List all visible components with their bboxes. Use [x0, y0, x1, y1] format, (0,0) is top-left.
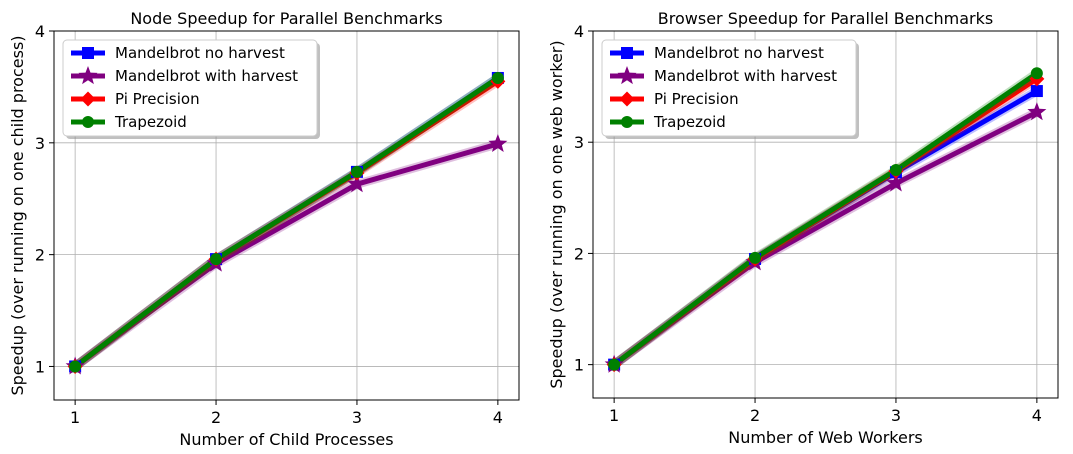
- legend-marker: [619, 91, 635, 107]
- node-speedup-chart: 1 2 3 4 1 2 3 4 Node Speedup for Parallel Benchm…: [8, 9, 520, 449]
- data-point: [69, 360, 82, 373]
- data-point: [491, 71, 504, 84]
- legend-marker: [621, 116, 633, 128]
- y-tick-label: 2: [35, 246, 45, 265]
- legend-box: [601, 39, 857, 137]
- browser-speedup-chart: 1 2 3 4 1 2 3 4 Browser Speedup for Parallel Ben…: [547, 9, 1059, 447]
- axes-frame: [53, 30, 520, 401]
- legend-marker: [82, 47, 94, 59]
- x-tick-label: 2: [750, 406, 760, 425]
- axes-frame: [592, 30, 1059, 399]
- data-point: [350, 165, 363, 178]
- x-tick-label: 2: [211, 408, 221, 427]
- data-point: [889, 164, 902, 177]
- legend-label: Trapezoid: [653, 113, 726, 131]
- data-point: [210, 253, 223, 266]
- chart-title: Browser Speedup for Parallel Benchmarks: [658, 9, 993, 28]
- data-point: [749, 251, 762, 264]
- y-tick-label: 4: [35, 22, 45, 41]
- y-axis-label: Speedup (over running on one web worker): [547, 40, 566, 388]
- legend-marker: [80, 91, 96, 107]
- legend-label: Mandelbrot with harvest: [654, 67, 837, 85]
- y-tick-label: 2: [574, 244, 584, 263]
- data-point: [1030, 85, 1043, 98]
- y-tick-label: 3: [574, 133, 584, 152]
- y-tick-label: 4: [574, 22, 584, 41]
- legend-label: Mandelbrot with harvest: [115, 67, 298, 85]
- data-point: [347, 174, 367, 193]
- y-tick-label: 3: [35, 134, 45, 153]
- data-point: [1027, 102, 1047, 121]
- chart-title: Node Speedup for Parallel Benchmarks: [130, 9, 442, 28]
- series-line: [72, 75, 501, 369]
- legend-label: Mandelbrot no harvest: [115, 44, 285, 62]
- legend-box: [62, 39, 318, 137]
- legend: Mandelbrot no harvest Mandelbrot with har…: [601, 39, 859, 139]
- x-tick-label: 3: [891, 406, 901, 425]
- x-tick-label: 4: [493, 408, 503, 427]
- y-tick-label: 1: [574, 356, 584, 375]
- data-point: [1030, 67, 1043, 80]
- data-point: [488, 133, 508, 153]
- legend-label: Mandelbrot no harvest: [654, 44, 824, 62]
- y-axis-label: Speedup (over running on one child proce…: [8, 35, 27, 395]
- series-line: [611, 70, 1040, 368]
- legend: Mandelbrot no harvest Mandelbrot with har…: [62, 39, 320, 139]
- legend-marker: [617, 66, 637, 85]
- legend-label: Pi Precision: [115, 90, 200, 108]
- x-tick-label: 4: [1032, 406, 1042, 425]
- legend-marker: [621, 47, 633, 59]
- data-point: [886, 173, 906, 192]
- x-tick-label: 1: [70, 408, 80, 427]
- data-point: [608, 358, 621, 371]
- y-tick-label: 1: [35, 357, 45, 376]
- legend-marker: [78, 66, 98, 85]
- x-axis-label: Number of Web Workers: [728, 428, 923, 447]
- x-tick-label: 1: [609, 406, 619, 425]
- x-tick-label: 3: [352, 408, 362, 427]
- legend-label: Pi Precision: [654, 90, 739, 108]
- legend-marker: [82, 116, 94, 128]
- x-axis-label: Number of Child Processes: [179, 430, 393, 449]
- legend-label: Trapezoid: [114, 113, 187, 131]
